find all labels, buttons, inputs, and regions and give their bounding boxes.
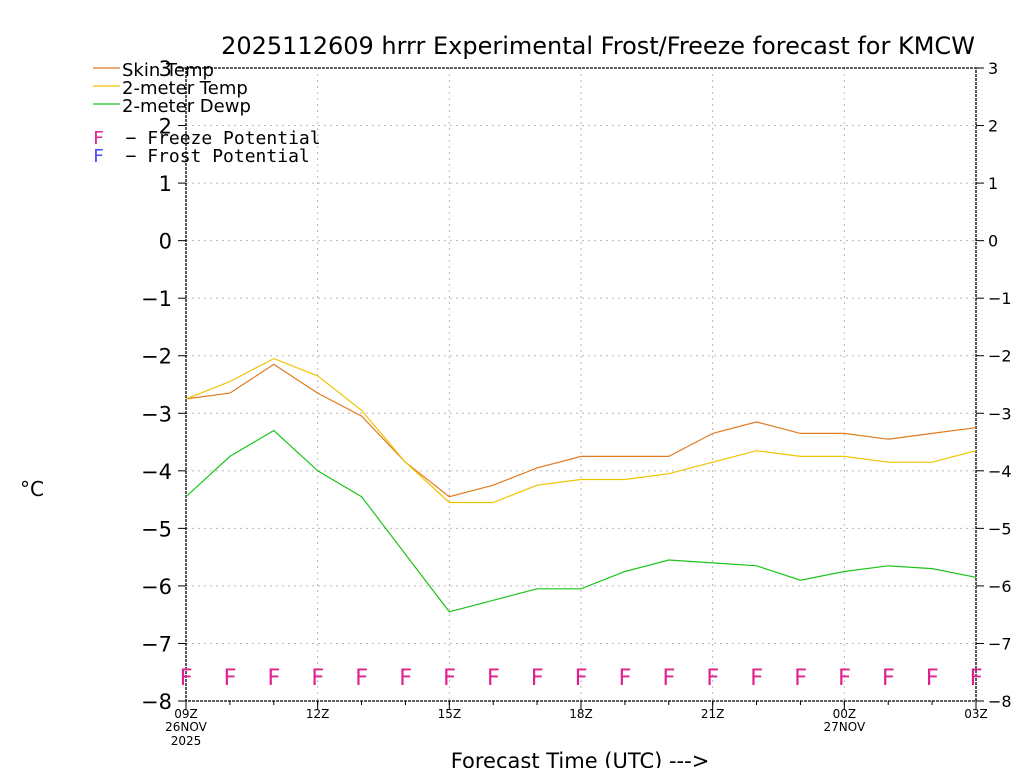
legend-label-skin-temp: Skin Temp (122, 60, 214, 81)
series-lines (185, 357, 977, 613)
y-tick-label-right: −3 (988, 404, 1012, 423)
series-line-2-meter-dewp (185, 429, 977, 613)
freeze-marker: F (355, 666, 368, 691)
y-axis-label: °C (20, 477, 44, 501)
legend-label-2m-temp: 2-meter Temp (122, 78, 248, 99)
x-tick-label: 12Z (306, 707, 330, 721)
x-tick-label: 09Z (174, 707, 198, 721)
series-line-skin-temp (185, 363, 977, 498)
freeze-marker: F (794, 666, 807, 691)
y-tick-label-left: −5 (141, 517, 172, 541)
legend-frost-potential: F − Frost Potential (93, 146, 310, 167)
x-tick-date: 27NOV (823, 720, 865, 734)
x-axis-label: Forecast Time (UTC) ---> (451, 749, 710, 768)
y-tick-label-right: 0 (988, 232, 998, 251)
x-tick-label: 00Z (833, 707, 857, 721)
y-tick-label-left: −2 (141, 345, 172, 369)
freeze-marker: F (706, 666, 719, 691)
y-tick-label-left: 1 (159, 172, 172, 196)
legend: Skin Temp 2-meter Temp 2-meter Dewp F − … (93, 60, 321, 167)
y-tick-label-left: 0 (159, 230, 172, 254)
y-tick-label-right: −4 (988, 462, 1012, 481)
y-tick-label-right: 1 (988, 174, 998, 193)
x-tick-label: 21Z (701, 707, 725, 721)
freeze-marker: F (399, 666, 412, 691)
y-tick-label-right: 2 (988, 117, 998, 136)
y-axis-right: 3 2 1 0 −1 −2 −3 −4 −5 −6 −7 −8 (976, 59, 1012, 711)
y-tick-label-left: 2 (159, 115, 172, 139)
freeze-marker: F (574, 666, 587, 691)
y-tick-label-right: −8 (988, 692, 1012, 711)
y-axis-left: 3 2 1 0 −1 −2 −3 −4 −5 −6 −7 −8 (141, 57, 186, 714)
y-tick-label-left: 3 (159, 57, 172, 81)
freeze-marker: F (882, 666, 895, 691)
freeze-marker: F (530, 666, 543, 691)
y-tick-label-left: −7 (141, 632, 172, 656)
y-tick-label-left: −4 (141, 460, 172, 484)
x-tick-year: 2025 (171, 734, 202, 748)
x-tick-label: 15Z (438, 707, 462, 721)
freeze-marker: F (267, 666, 280, 691)
y-tick-label-right: −7 (988, 634, 1012, 653)
legend-freeze-potential: F − Freeze Potential (93, 128, 321, 149)
y-tick-label-right: −2 (988, 347, 1012, 366)
x-tick-label: 18Z (569, 707, 593, 721)
freeze-marker: F (487, 666, 500, 691)
y-tick-label-right: −5 (988, 519, 1012, 538)
legend-label-2m-dewp: 2-meter Dewp (122, 96, 251, 117)
y-tick-label-left: −3 (141, 402, 172, 426)
x-tick-label: 03Z (964, 707, 988, 721)
y-tick-label-left: −8 (141, 690, 172, 714)
y-tick-label-left: −6 (141, 575, 172, 599)
x-tick-date: 26NOV (165, 720, 207, 734)
y-tick-label-right: −1 (988, 289, 1012, 308)
freeze-marker: F (969, 666, 982, 691)
freeze-marker: F (838, 666, 851, 691)
freeze-marker: F (179, 666, 192, 691)
chart-title: 2025112609 hrrr Experimental Frost/Freez… (221, 32, 975, 60)
freeze-marker: F (618, 666, 631, 691)
y-tick-label-right: 3 (988, 59, 998, 78)
y-tick-label-left: −1 (141, 287, 172, 311)
freeze-marker: F (443, 666, 456, 691)
freeze-marker: F (662, 666, 675, 691)
freeze-marker: F (750, 666, 763, 691)
freeze-marker: F (311, 666, 324, 691)
y-tick-label-right: −6 (988, 577, 1012, 596)
freeze-marker: F (925, 666, 938, 691)
series-line-2-meter-temp (185, 357, 977, 504)
freeze-marker: F (223, 666, 236, 691)
